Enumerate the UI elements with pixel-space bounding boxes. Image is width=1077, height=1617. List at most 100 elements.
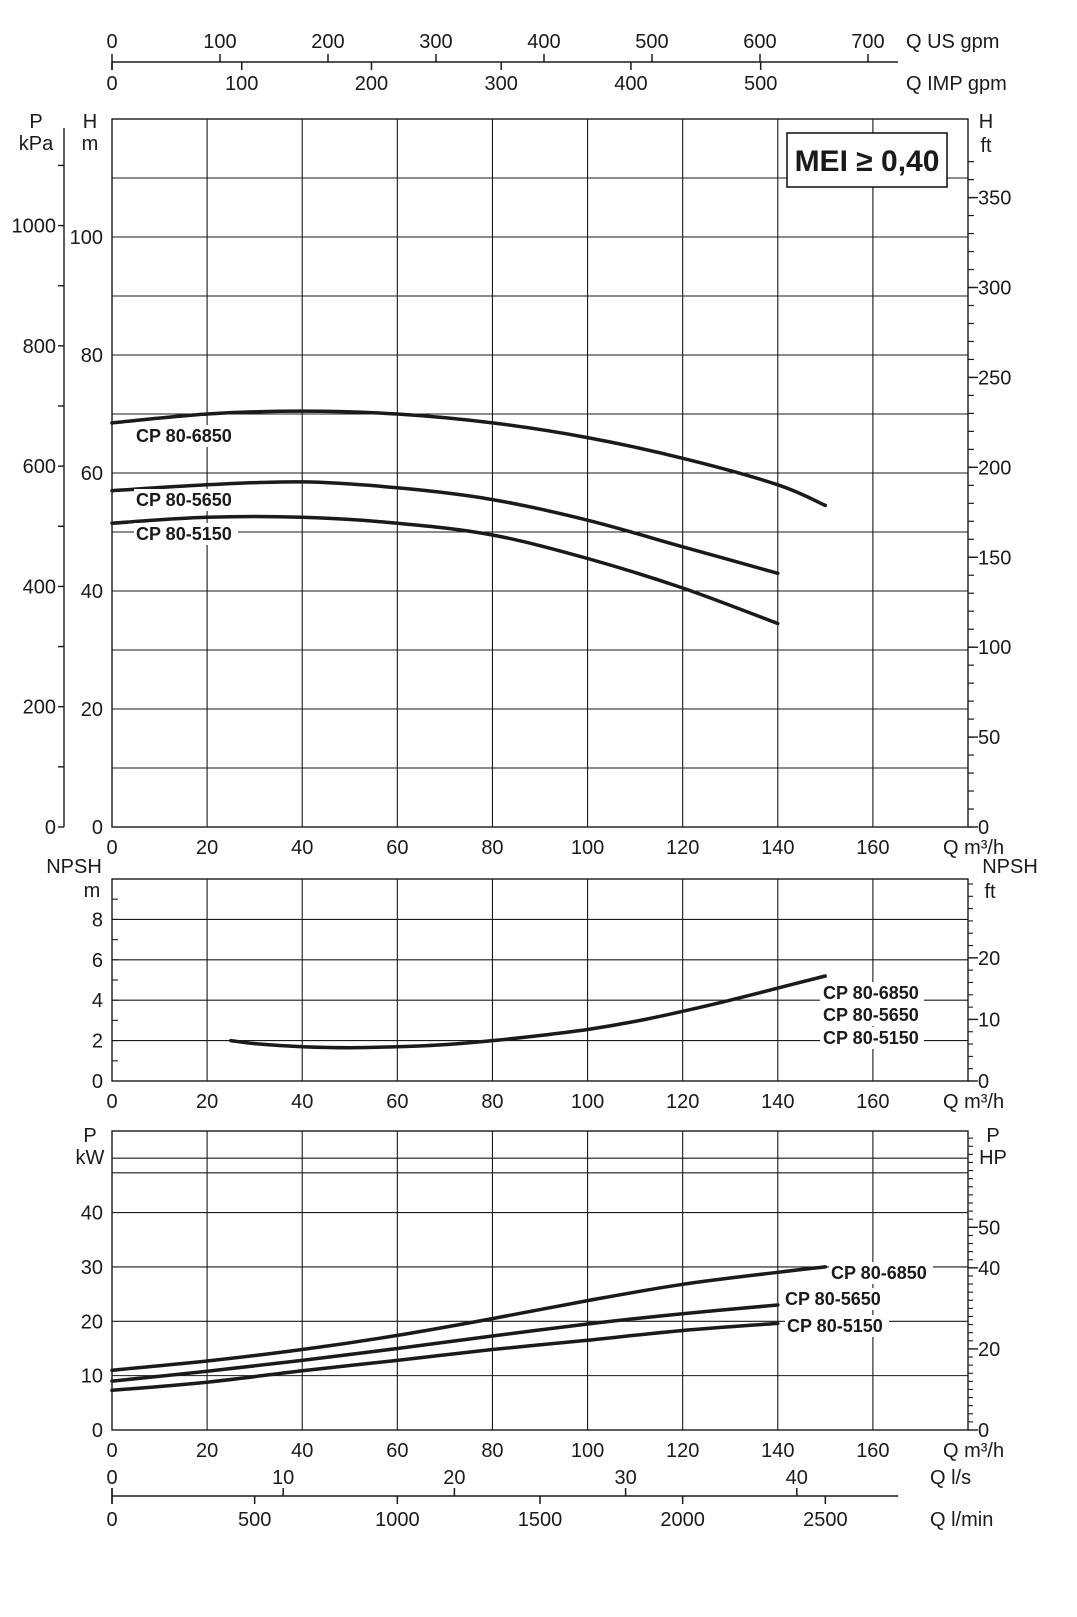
lmin-axis-label: Q l/min — [930, 1509, 993, 1531]
power-x-tick-label: 60 — [386, 1440, 408, 1462]
mei-badge-text: MEI ≥ 0,40 — [795, 145, 940, 178]
npsh-x-tick-label: 160 — [856, 1091, 889, 1113]
power-x-tick-label: 80 — [481, 1440, 503, 1462]
kpa-tick-label: 400 — [23, 576, 56, 598]
power-curve-label: CP 80-6850 — [831, 1263, 927, 1283]
npsh-ft-tick-label: 0 — [978, 1071, 989, 1093]
us-gpm-tick-label: 0 — [106, 31, 117, 53]
ft-tick-label: 100 — [978, 637, 1011, 659]
power-x-tick-label: 140 — [761, 1440, 794, 1462]
power-y-axis-label-kw: kW — [76, 1147, 105, 1169]
ls-tick-label: 20 — [443, 1467, 465, 1489]
npsh-x-tick-label: 20 — [196, 1091, 218, 1113]
head-y-tick-label-m: 0 — [92, 817, 103, 839]
power-x-tick-label: 100 — [571, 1440, 604, 1462]
head-x-tick-label: 140 — [761, 837, 794, 859]
curve-label-bg — [820, 982, 924, 1004]
imp-gpm-tick-label: 0 — [106, 73, 117, 95]
power-x-tick-label: 40 — [291, 1440, 313, 1462]
head-curve-cp-80-5150 — [110, 514, 780, 626]
npsh-y-axis-label-right: NPSH — [982, 856, 1038, 878]
power-hp-tick-label: 0 — [978, 1420, 989, 1442]
power-hp-tick-label: 50 — [978, 1217, 1000, 1239]
us-gpm-tick-label: 200 — [311, 31, 344, 53]
npsh-y-axis-label-left: NPSH — [46, 856, 102, 878]
power-curve-cp-80-5150 — [110, 1321, 780, 1393]
head-x-tick-label: 40 — [291, 837, 313, 859]
ft-tick-label: 350 — [978, 188, 1011, 210]
us-gpm-tick-label: 400 — [527, 31, 560, 53]
head-x-tick-label: 120 — [666, 837, 699, 859]
head-x-tick-label: 20 — [196, 837, 218, 859]
us-gpm-tick-label: 600 — [743, 31, 776, 53]
head-x-tick-label: 60 — [386, 837, 408, 859]
ft-tick-label: 0 — [978, 817, 989, 839]
ls-axis-label: Q l/s — [930, 1467, 971, 1489]
power-y-tick-label-kw: 10 — [81, 1366, 103, 1388]
imp-gpm-tick-label: 400 — [614, 73, 647, 95]
curve-label-bg — [134, 425, 238, 447]
head-x-tick-label: 0 — [106, 837, 117, 859]
ft-tick-label: 250 — [978, 367, 1011, 389]
power-plot-frame — [111, 1130, 969, 1431]
power-x-tick-label: 120 — [666, 1440, 699, 1462]
power-y-tick-label-kw: 40 — [81, 1203, 103, 1225]
us-gpm-tick-label: 100 — [203, 31, 236, 53]
power-y-tick-label-kw: 0 — [92, 1420, 103, 1442]
lmin-tick-label: 2000 — [660, 1509, 705, 1531]
npsh-x-tick-label: 0 — [106, 1091, 117, 1113]
head-curve-cp-80-5650 — [110, 480, 780, 576]
npsh-y-tick-label-m: 2 — [92, 1031, 103, 1053]
power-curve-cp-80-5650 — [110, 1303, 780, 1383]
ls-tick-label: 30 — [614, 1467, 636, 1489]
us-gpm-axis-label: Q US gpm — [906, 31, 999, 53]
head-y-tick-label-m: 100 — [70, 227, 103, 249]
imp-gpm-tick-label: 100 — [225, 73, 258, 95]
power-y-tick-label-kw: 20 — [81, 1311, 103, 1333]
npsh-x-tick-label: 140 — [761, 1091, 794, 1113]
head-y-tick-label-m: 40 — [81, 581, 103, 603]
head-curve-label: CP 80-5150 — [136, 524, 232, 544]
npsh-y-tick-label-m: 4 — [92, 990, 103, 1012]
head-curve-cp-80-6850 — [110, 409, 828, 508]
head-curve-label: CP 80-5650 — [136, 490, 232, 510]
ls-tick-label: 0 — [106, 1467, 117, 1489]
head-y-axis-label-right-h: H — [979, 111, 993, 133]
npsh-x-tick-label: 80 — [481, 1091, 503, 1113]
npsh-x-tick-label: 40 — [291, 1091, 313, 1113]
npsh-x-axis-label: Q m³/h — [943, 1091, 1004, 1113]
power-y-axis-label-p: P — [83, 1125, 96, 1147]
grid-layer — [112, 119, 968, 1430]
head-y-tick-label-m: 60 — [81, 463, 103, 485]
power-y-axis-label-right-p: P — [986, 1125, 999, 1147]
kpa-tick-label: 200 — [23, 697, 56, 719]
power-curve-cp-80-6850 — [110, 1265, 828, 1372]
curves-layer — [110, 409, 828, 1393]
kpa-tick-label: 800 — [23, 336, 56, 358]
head-plot-frame — [111, 118, 969, 828]
us-gpm-tick-label: 700 — [851, 31, 884, 53]
head-x-tick-label: 100 — [571, 837, 604, 859]
npsh-y-tick-label-m: 8 — [92, 909, 103, 931]
curve-label-bg — [820, 1004, 924, 1026]
npsh-y-tick-label-m: 6 — [92, 950, 103, 972]
curve-label-bg — [785, 1315, 889, 1337]
npsh-curve — [229, 974, 828, 1050]
imp-gpm-axis-label: Q IMP gpm — [906, 73, 1007, 95]
head-y-axis-label-h: H — [83, 111, 97, 133]
npsh-ft-tick-label: 20 — [978, 948, 1000, 970]
head-y-axis-label-m: m — [82, 133, 99, 155]
lmin-tick-label: 2500 — [803, 1509, 848, 1531]
npsh-x-tick-label: 120 — [666, 1091, 699, 1113]
head-curve-label: CP 80-6850 — [136, 426, 232, 446]
head-y-tick-label-m: 80 — [81, 345, 103, 367]
npsh-ft-tick-label: 10 — [978, 1009, 1000, 1031]
head-x-tick-label: 80 — [481, 837, 503, 859]
power-x-tick-label: 0 — [106, 1440, 117, 1462]
imp-gpm-tick-label: 500 — [744, 73, 777, 95]
npsh-x-tick-label: 100 — [571, 1091, 604, 1113]
power-curve-label: CP 80-5150 — [787, 1316, 883, 1336]
kpa-tick-label: 1000 — [12, 216, 57, 238]
curve-label-bg — [134, 489, 238, 511]
